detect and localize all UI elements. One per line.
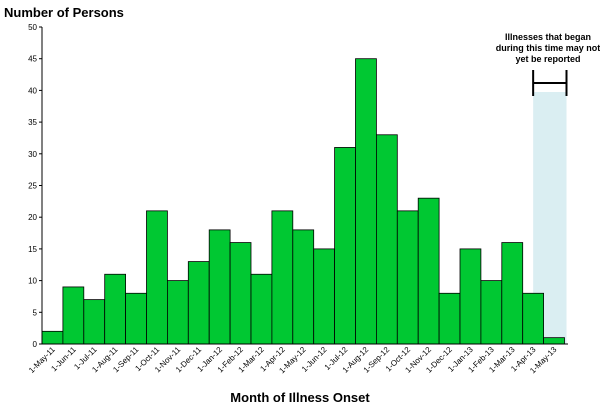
bar-1-Dec-11	[187, 261, 210, 345]
y-tick-label: 35	[28, 118, 37, 127]
x-axis-title: Month of Illness Onset	[230, 390, 370, 405]
bar-1-Jan-13	[459, 248, 482, 345]
y-ticks-layer: 0 5 10 15 20 25 30 35 40 45 50	[28, 23, 42, 349]
bar-1-Feb-12	[229, 242, 252, 345]
bar-1-Jun-12	[313, 248, 336, 345]
bar-1-Jul-12	[334, 147, 356, 345]
bar-1-May-13	[543, 337, 565, 345]
annotation-line-2: during this time may not	[496, 43, 600, 53]
y-axis-title: Number of Persons	[4, 5, 124, 20]
y-tick-label: 15	[28, 245, 37, 254]
bar-1-Feb-13	[480, 280, 503, 345]
annotation-line-3: yet be reported	[515, 54, 580, 64]
bar-1-Sep-12	[375, 134, 398, 345]
annotation: Illnesses that began during this time ma…	[496, 32, 600, 96]
bar-1-Nov-11	[166, 280, 189, 345]
y-tick-label: 30	[28, 150, 37, 159]
bar-1-Apr-13	[522, 292, 545, 345]
bar-1-May-11	[41, 330, 64, 345]
y-tick-label: 45	[28, 55, 37, 64]
bar-1-Sep-11	[125, 292, 147, 345]
y-tick-label: 50	[28, 23, 37, 32]
annotation-line-1: Illnesses that began	[505, 32, 591, 42]
bar-1-Apr-12	[271, 210, 294, 345]
y-tick-label: 40	[28, 86, 37, 95]
bar-1-Aug-12	[355, 58, 377, 345]
bar-1-Nov-12	[417, 197, 440, 345]
y-tick-label: 5	[33, 308, 38, 317]
bar-1-Jun-11	[62, 286, 85, 345]
bar-1-Dec-12	[438, 292, 461, 345]
bar-1-Mar-12	[250, 273, 273, 345]
bar-1-Jul-11	[83, 299, 106, 345]
bars-layer	[41, 58, 565, 345]
bar-1-Aug-11	[104, 273, 126, 345]
y-tick-label: 25	[28, 182, 37, 191]
bar-1-Mar-13	[501, 242, 524, 345]
y-tick-label: 20	[28, 213, 37, 222]
bar-1-May-12	[292, 229, 315, 345]
bar-1-Oct-12	[396, 210, 419, 345]
bar-1-Jan-12	[208, 229, 231, 345]
x-ticks-layer: 1-May-111-Jun-111-Jul-111-Aug-111-Sep-11…	[27, 345, 559, 376]
bar-1-Oct-11	[146, 210, 168, 345]
y-tick-label: 0	[33, 340, 38, 349]
y-tick-label: 10	[28, 277, 37, 286]
